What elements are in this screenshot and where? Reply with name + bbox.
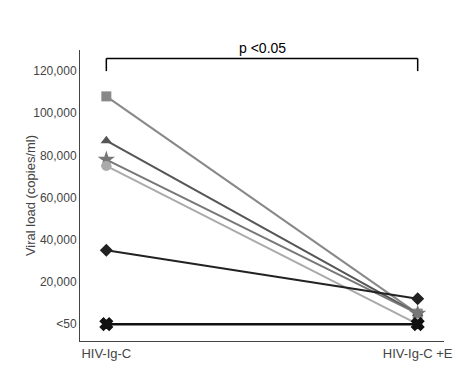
svg-text:HIV-Ig-C: HIV-Ig-C (81, 346, 131, 361)
svg-text:120,000: 120,000 (33, 64, 77, 78)
svg-text:Viral load (copies/ml): Viral load (copies/ml) (23, 135, 38, 256)
svg-text:40,000: 40,000 (40, 233, 77, 247)
svg-text:100,000: 100,000 (33, 106, 77, 120)
svg-text:60,000: 60,000 (40, 191, 77, 205)
svg-text:20,000: 20,000 (40, 275, 77, 289)
svg-text:<50: <50 (56, 317, 77, 331)
svg-text:80,000: 80,000 (40, 149, 77, 163)
svg-text:HIV-Ig-C +E: HIV-Ig-C +E (383, 346, 453, 361)
svg-text:p <0.05: p <0.05 (239, 40, 286, 56)
